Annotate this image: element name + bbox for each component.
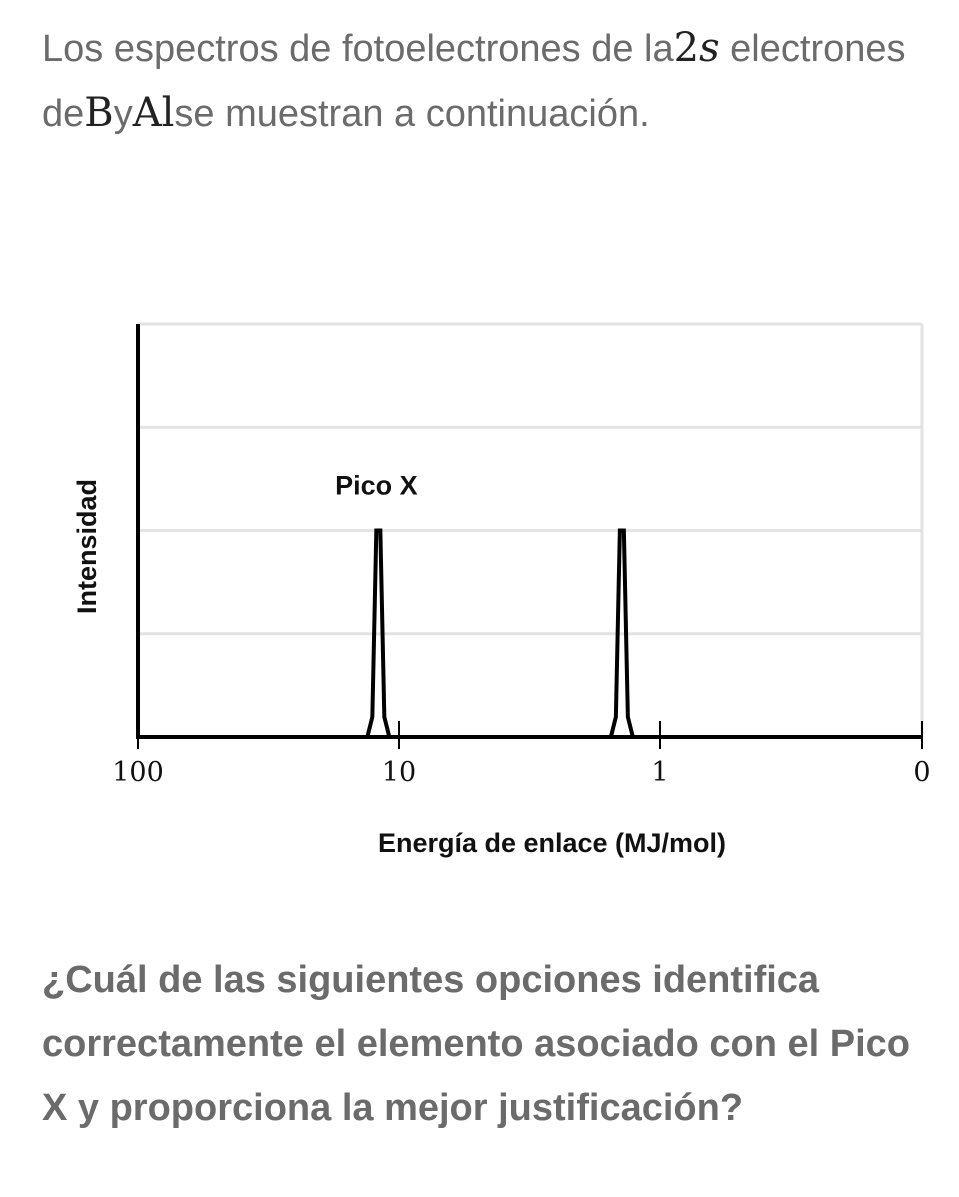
math-aluminum: Al bbox=[132, 90, 175, 136]
y-axis-label: Intensidad bbox=[72, 479, 102, 614]
x-tick-label: 1 bbox=[651, 757, 668, 788]
peak-x-annotation: Pico X bbox=[335, 471, 418, 501]
question-text: ¿Cuál de las siguientes opciones identif… bbox=[42, 959, 910, 1129]
x-axis-label: Energía de enlace (MJ/mol) bbox=[378, 828, 726, 858]
x-tick-label: 10 bbox=[382, 757, 416, 788]
x-tick-label: 0 bbox=[913, 757, 930, 788]
math-2s: 2s bbox=[674, 25, 720, 71]
intro-text-1: Los espectros de fotoelectrones de la bbox=[42, 28, 674, 70]
math-2s-letter: s bbox=[699, 25, 720, 71]
intro-paragraph: Los espectros de fotoelectrones de la2s … bbox=[42, 16, 922, 146]
intro-text-3: y bbox=[113, 93, 133, 135]
math-boron: B bbox=[84, 90, 114, 136]
x-tick-label: 100 bbox=[112, 757, 164, 788]
pes-chart: 100 10 1 0 Pico X Intensidad Energía de enl… bbox=[72, 322, 931, 858]
peak-x bbox=[365, 528, 392, 738]
math-2s-number: 2 bbox=[673, 25, 700, 71]
peak bbox=[608, 528, 635, 738]
intro-text-2: electrones de bbox=[42, 28, 906, 135]
intro-text-4: se muestran a continuación. bbox=[174, 93, 650, 135]
